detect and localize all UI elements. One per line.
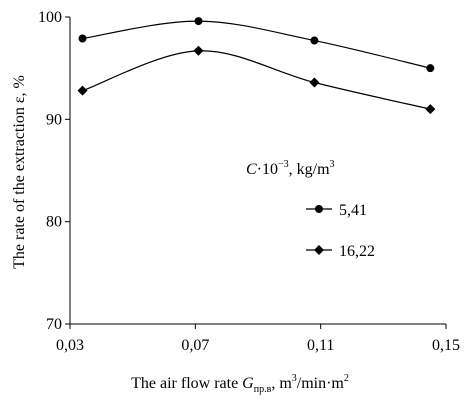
- series-1-point: [78, 34, 87, 43]
- legend-title: C·10−3, kg/m3: [246, 159, 335, 178]
- series-2-point: [425, 104, 436, 115]
- y-tick-label: 80: [46, 214, 62, 231]
- series-2-point: [309, 77, 320, 88]
- series-2-point: [193, 45, 204, 56]
- axes: 70 80 90 100 0,03 0,07 0,11 0,15: [38, 9, 460, 354]
- series-1-point: [194, 17, 203, 26]
- legend-marker-1: [315, 205, 323, 213]
- series-1-point: [310, 36, 319, 45]
- x-tick-label: 0,15: [432, 337, 460, 354]
- legend-marker-2: [314, 245, 324, 255]
- series-layer: [77, 17, 436, 115]
- y-tick-label: 100: [38, 9, 62, 26]
- legend-label-1: 5,41: [339, 202, 367, 219]
- x-tick-label: 0,07: [181, 337, 209, 354]
- x-axis-title: The air flow rate Gпр.в, m3/min·m2: [131, 373, 349, 395]
- y-axis-title: The rate of the extraction ε, %: [11, 75, 28, 269]
- series-2-point: [77, 85, 88, 96]
- series-line-2: [82, 50, 431, 110]
- y-tick-label: 90: [46, 111, 62, 128]
- series-line-1: [82, 20, 431, 69]
- x-tick-label: 0,11: [307, 337, 334, 354]
- y-tick-label: 70: [46, 316, 62, 333]
- legend-label-2: 16,22: [339, 243, 375, 260]
- x-tick-label: 0,03: [56, 337, 84, 354]
- series-1-point: [426, 64, 435, 73]
- legend: 5,41 16,22: [306, 202, 375, 260]
